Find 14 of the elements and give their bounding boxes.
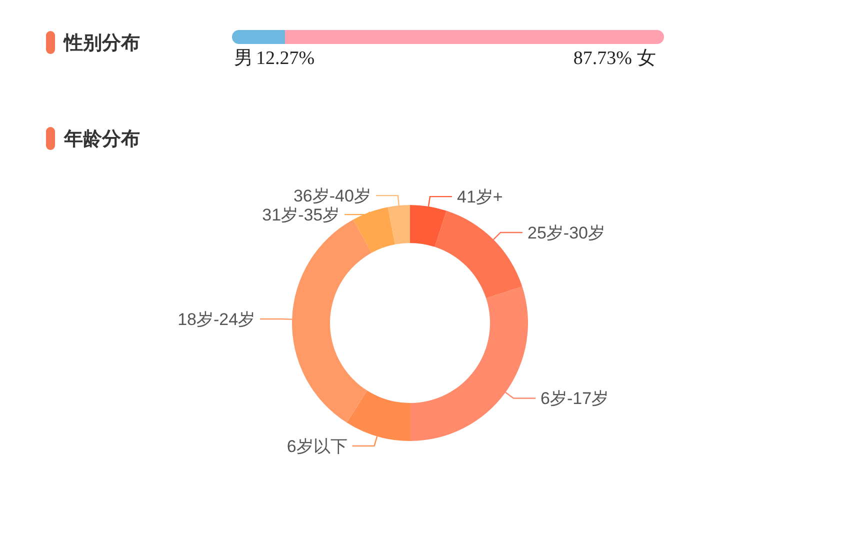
chart-title: 性别分布 bbox=[63, 33, 140, 54]
chart-title: 年龄分布 bbox=[63, 129, 140, 150]
slice-label: 18岁-24岁 bbox=[178, 310, 256, 329]
slice-label: 41岁+ bbox=[457, 188, 503, 207]
slice-label: 25岁-30岁 bbox=[528, 223, 605, 242]
data-label: 87.73% bbox=[573, 48, 632, 69]
slice-label: 6岁以下 bbox=[286, 436, 348, 456]
data-label: 12.27% bbox=[256, 48, 315, 69]
slice-label: 36岁-40岁 bbox=[293, 186, 371, 206]
series-label: 男 bbox=[234, 48, 253, 69]
slice-label: 31岁-35岁 bbox=[262, 206, 340, 225]
donut-slice bbox=[434, 210, 522, 298]
series-label: 女 bbox=[637, 48, 656, 69]
slice-label: 6岁-17岁 bbox=[540, 389, 609, 408]
